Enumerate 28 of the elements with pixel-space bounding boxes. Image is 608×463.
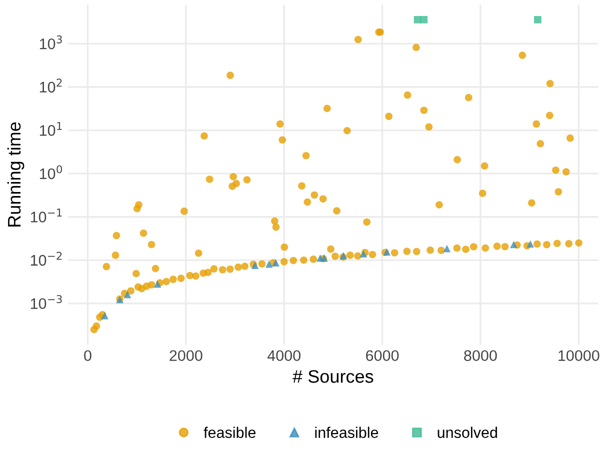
x-axis-title: # Sources [292, 370, 374, 383]
x-tick-label: 2000 [170, 350, 202, 362]
legend-label: infeasible [315, 426, 378, 438]
point [420, 16, 428, 24]
y-tick-label: 10$^{3}$ [40, 35, 62, 50]
y-tick-label: 10$^{0}$ [40, 165, 62, 180]
point [265, 260, 273, 268]
y-tick-label: 10$^{−1}$ [30, 208, 62, 222]
point [534, 16, 542, 24]
point [510, 240, 518, 248]
x-tick-label: 0 [84, 350, 92, 362]
y-axis-title: Running time [7, 122, 24, 226]
point [124, 290, 132, 298]
x-tick-label: 8000 [464, 350, 497, 362]
y-tick-label: 10$^{−3}$ [30, 295, 62, 310]
y-tick-label: 10$^{1}$ [40, 122, 62, 136]
x-tick-label: 10000 [558, 350, 600, 362]
point [443, 244, 451, 252]
point [101, 312, 108, 320]
legend-label: feasible [204, 426, 256, 438]
point [272, 259, 280, 266]
legend-label: unsolved [438, 426, 498, 438]
y-tick-label: 10$^{−2}$ [30, 252, 62, 266]
point [526, 240, 534, 248]
y-tick-label: 10$^{2}$ [40, 78, 62, 93]
x-tick-label: 6000 [366, 350, 399, 362]
point [154, 280, 162, 288]
x-tick-label: 4000 [267, 350, 300, 362]
